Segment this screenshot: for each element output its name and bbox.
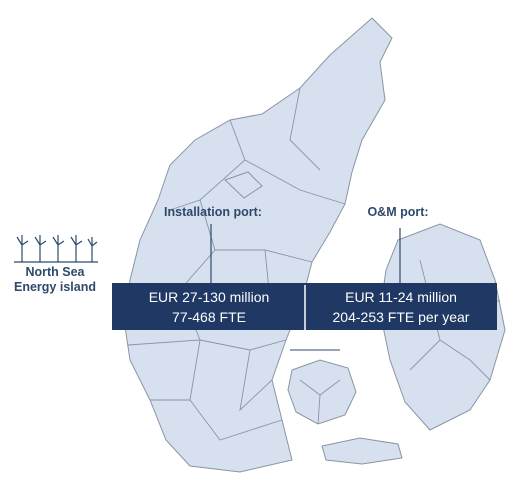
island-label: North Sea bbox=[25, 265, 85, 279]
island-label: Energy island bbox=[14, 280, 96, 294]
box-text: 204-253 FTE per year bbox=[333, 309, 470, 325]
port-label: O&M port: bbox=[367, 205, 428, 219]
box-text: 77-468 FTE bbox=[172, 309, 246, 325]
jutland bbox=[123, 17, 393, 473]
box-text: EUR 27-130 million bbox=[149, 289, 270, 305]
funen bbox=[287, 359, 357, 425]
wind-turbines bbox=[14, 235, 98, 263]
lolland bbox=[321, 437, 403, 465]
mors bbox=[224, 171, 263, 199]
box-text: EUR 11-24 million bbox=[345, 289, 457, 305]
port-label: Installation port: bbox=[164, 205, 262, 219]
map-denmark bbox=[123, 17, 506, 473]
